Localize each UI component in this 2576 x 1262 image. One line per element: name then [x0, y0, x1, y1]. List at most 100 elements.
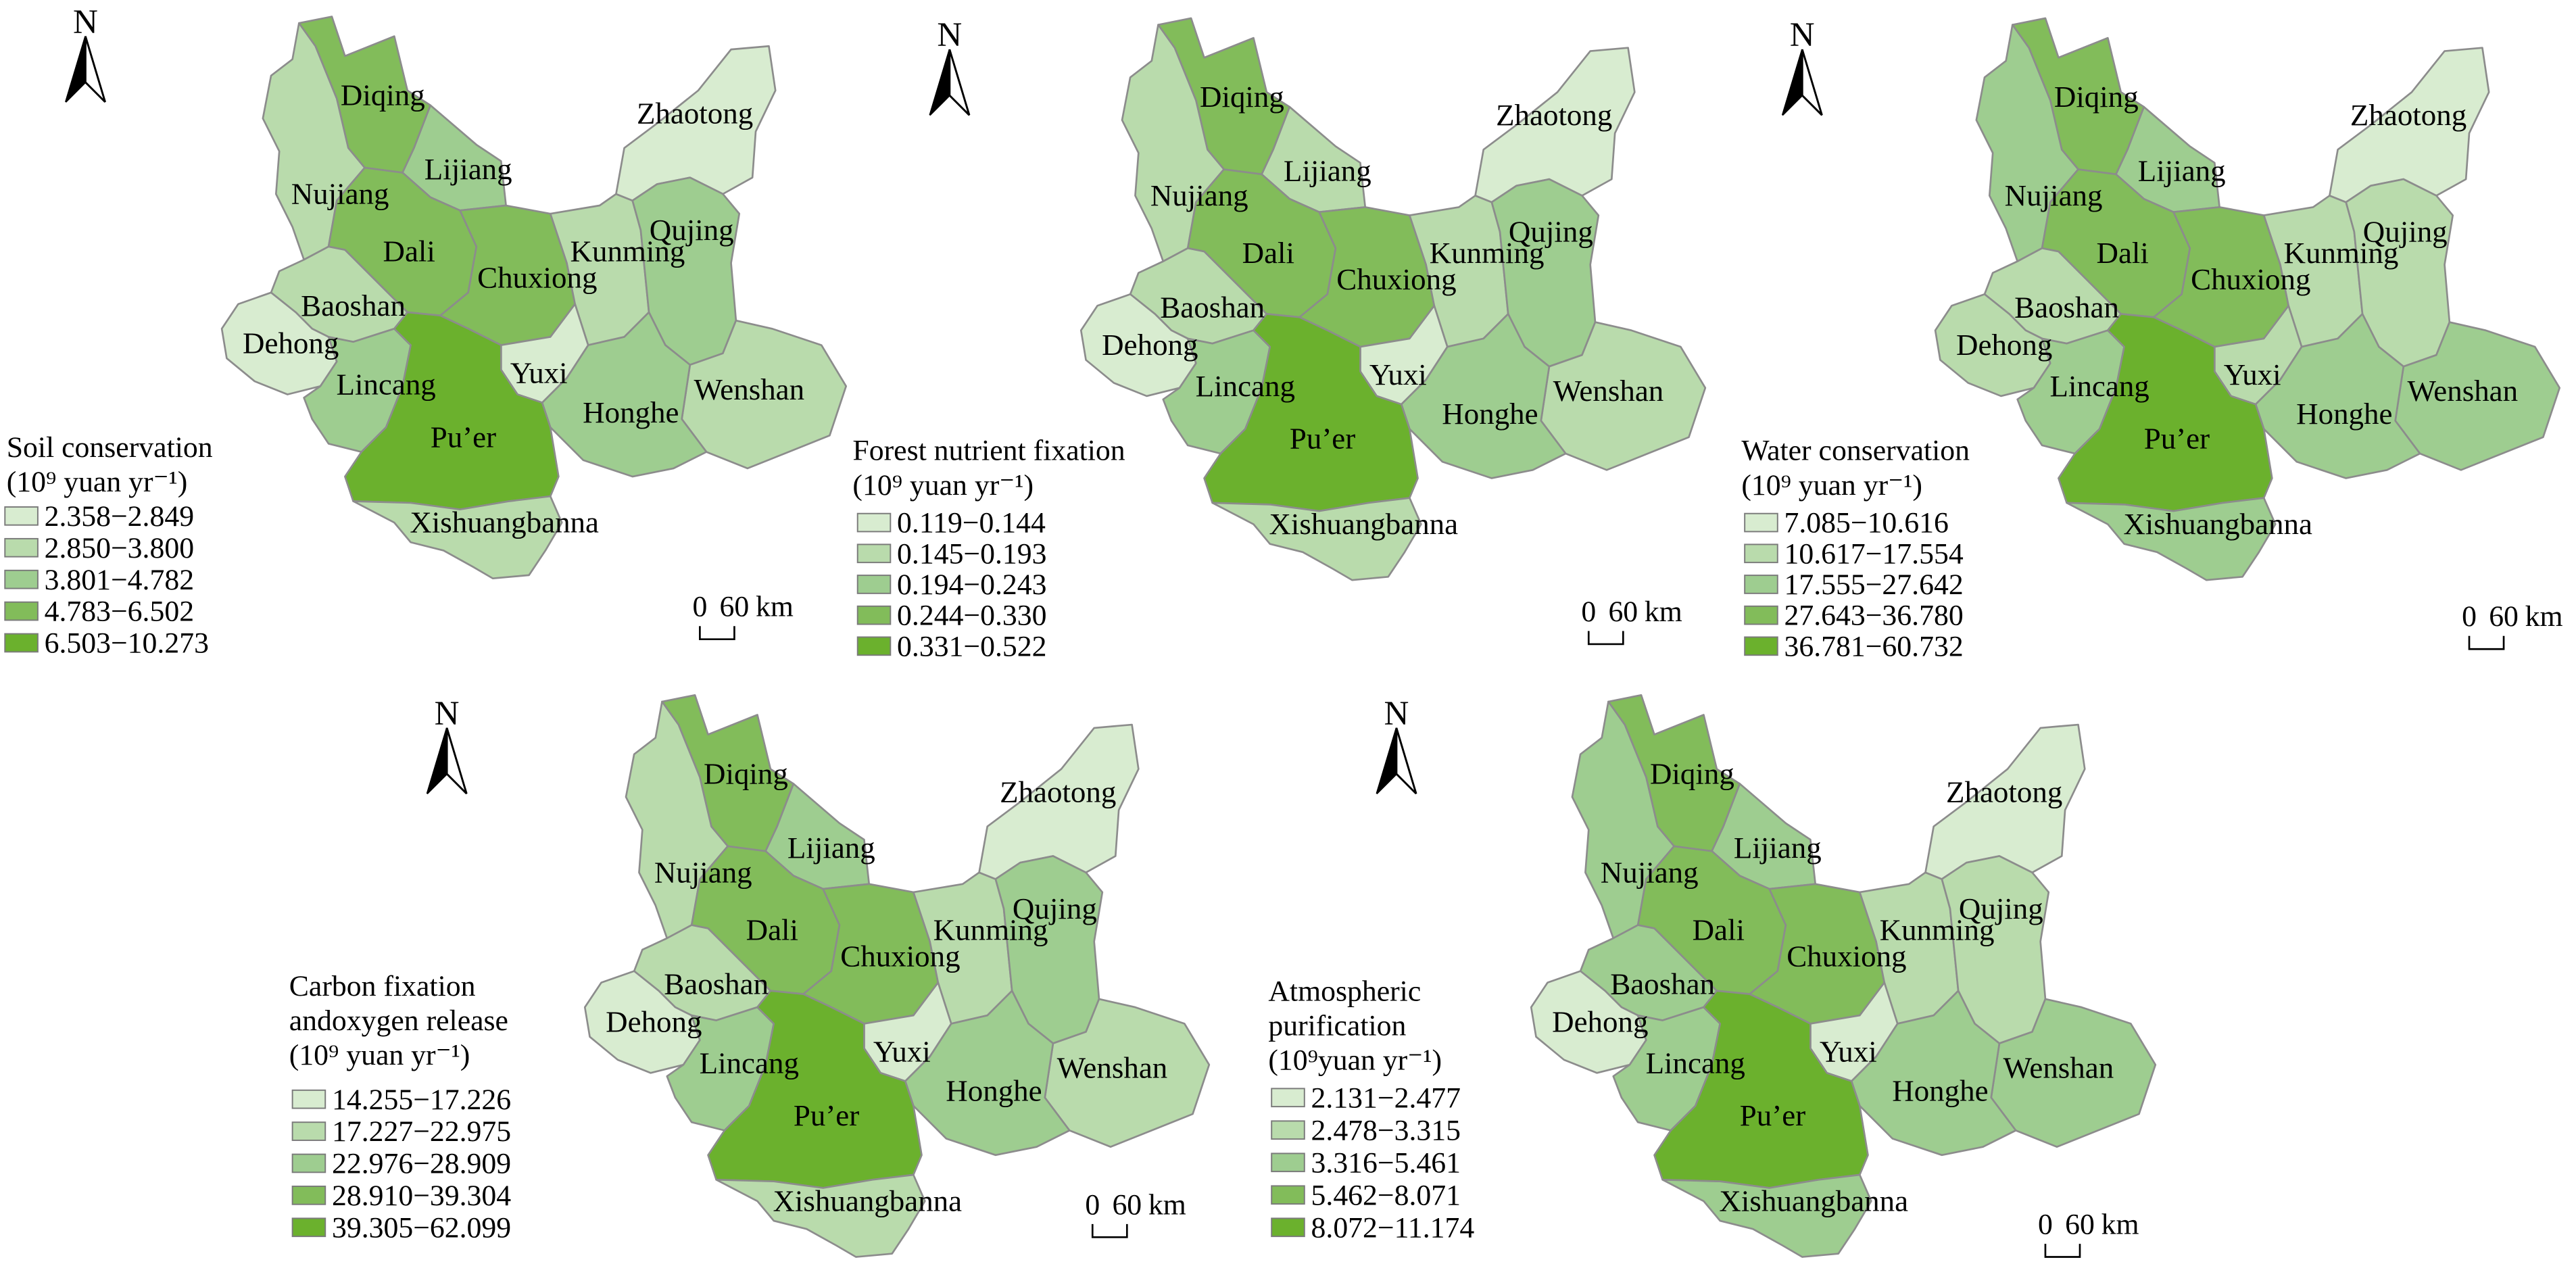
region-dehong — [1934, 293, 2051, 397]
region-label-baoshan: Baoshan — [664, 967, 769, 1001]
scale-bar: 0 60 km — [1085, 1188, 1186, 1238]
region-xishuangbanna — [2066, 497, 2277, 581]
legend-range-label: 2.850−3.800 — [45, 532, 194, 564]
region-label-dali: Dali — [2096, 236, 2148, 270]
region-label-pu-er: Pu’er — [431, 420, 496, 454]
region-label-xishuangbanna: Xishuangbanna — [1719, 1184, 1908, 1217]
region-label-nujiang: Nujiang — [654, 855, 752, 889]
north-label: N — [937, 16, 962, 54]
scale-unit-label: km — [1645, 596, 1682, 628]
legend-unit: (10⁹ yuan yr⁻¹) — [852, 469, 1034, 502]
legend-range-label: 7.085−10.616 — [1784, 507, 1949, 539]
region-label-baoshan: Baoshan — [301, 289, 406, 322]
region-label-xishuangbanna: Xishuangbanna — [773, 1184, 962, 1217]
legend-swatch — [4, 569, 39, 589]
region-label-dehong: Dehong — [1552, 1005, 1648, 1039]
north-arrow-left-half — [929, 49, 951, 116]
scale-bar-line — [2044, 1244, 2081, 1258]
region-label-kunming: Kunming — [933, 913, 1048, 946]
legend-swatch — [1271, 1217, 1305, 1238]
scale-bar: 0 60 km — [692, 591, 794, 640]
region-label-pu-er: Pu’er — [794, 1098, 859, 1132]
scale-bar: 0 60 km — [1581, 596, 1682, 646]
north-label: N — [435, 695, 460, 733]
region-dehong — [1079, 293, 1197, 397]
region-label-yuxi: Yuxi — [1820, 1034, 1877, 1068]
legend-range-label: 17.227−22.975 — [332, 1115, 511, 1148]
scale-unit-label: km — [2101, 1208, 2139, 1240]
scale-end-label: 60 — [2489, 600, 2519, 633]
region-label-lincang: Lincang — [337, 368, 436, 402]
region-label-wenshan: Wenshan — [2407, 374, 2518, 408]
legend-swatch — [1744, 636, 1778, 656]
north-label: N — [1790, 16, 1815, 54]
region-label-kunming: Kunming — [1880, 913, 1995, 946]
region-label-lijiang: Lijiang — [2138, 154, 2226, 188]
region-xishuangbanna — [1661, 1173, 1872, 1258]
scale-unit-label: km — [1148, 1188, 1186, 1221]
region-label-lijiang: Lijiang — [1734, 831, 1822, 865]
north-arrow: N — [65, 3, 106, 103]
scale-bar-line — [699, 626, 735, 640]
legend-range-label: 5.462−8.071 — [1311, 1179, 1461, 1211]
legend-unit: (10⁹ yuan yr⁻¹) — [289, 1039, 470, 1071]
region-xishuangbanna — [1211, 497, 1422, 581]
region-label-yuxi: Yuxi — [1369, 358, 1427, 391]
legend-unit: (10⁹ yuan yr⁻¹) — [1741, 469, 1922, 502]
region-label-chuxiong: Chuxiong — [1787, 939, 1906, 973]
legend-range-label: 0.145−0.193 — [897, 537, 1046, 570]
north-arrow: N — [1376, 695, 1417, 795]
legend-range-label: 8.072−11.174 — [1311, 1211, 1475, 1244]
north-arrow: N — [1781, 16, 1823, 116]
region-label-baoshan: Baoshan — [2014, 290, 2119, 324]
north-arrow-right-half — [948, 49, 971, 116]
legend-range-label: 2.478−3.315 — [1311, 1114, 1461, 1146]
legend-range-label: 36.781−60.732 — [1784, 630, 1964, 662]
legend-title: Water conservation — [1741, 435, 1970, 467]
legend-range-label: 39.305−62.099 — [332, 1211, 511, 1244]
legend-range-label: 17.555−27.642 — [1784, 568, 1964, 601]
region-label-zhaotong: Zhaotong — [1946, 775, 2062, 808]
scale-end-label: 60 — [1112, 1188, 1142, 1221]
region-label-lincang: Lincang — [700, 1046, 799, 1079]
region-label-xishuangbanna: Xishuangbanna — [2123, 507, 2312, 541]
legend-swatch — [291, 1121, 326, 1141]
region-label-yuxi: Yuxi — [873, 1034, 931, 1068]
region-label-kunming: Kunming — [1430, 236, 1545, 270]
legend-unit: (10⁹ yuan yr⁻¹) — [7, 466, 188, 498]
scale-bar: 0 60 km — [2038, 1208, 2139, 1258]
region-label-dali: Dali — [746, 913, 798, 946]
region-label-honghe: Honghe — [946, 1074, 1042, 1108]
legend-range-label: 4.783−6.502 — [45, 596, 194, 628]
region-label-nujiang: Nujiang — [1601, 855, 1699, 889]
legend-swatch — [4, 601, 39, 621]
region-label-dehong: Dehong — [1956, 328, 2052, 362]
region-label-zhaotong: Zhaotong — [1496, 98, 1612, 132]
legend: Water conservation(10⁹ yuan yr⁻¹) 7.085−1… — [1741, 435, 1970, 663]
scale-bar-line — [1091, 1223, 1128, 1238]
region-label-nujiang: Nujiang — [2005, 178, 2103, 212]
legend-swatch — [4, 537, 39, 558]
legend-swatch — [856, 512, 892, 533]
legend-range-label: 27.643−36.780 — [1784, 600, 1964, 632]
region-label-zhaotong: Zhaotong — [2350, 98, 2466, 132]
region-label-pu-er: Pu’er — [2144, 422, 2210, 456]
region-label-dali: Dali — [1242, 236, 1294, 270]
region-label-qujing: Qujing — [2363, 214, 2448, 248]
legend-swatch — [291, 1153, 326, 1173]
legend-range-label: 2.131−2.477 — [1311, 1082, 1461, 1114]
region-label-chuxiong: Chuxiong — [2191, 262, 2310, 296]
region-label-qujing: Qujing — [1959, 892, 2043, 925]
region-label-honghe: Honghe — [1892, 1074, 1988, 1108]
legend-title: Atmospheric — [1268, 975, 1421, 1007]
region-label-diqing: Diqing — [1650, 757, 1734, 791]
legend-swatch — [1271, 1152, 1305, 1173]
scale-start-label: 0 — [2462, 600, 2477, 633]
